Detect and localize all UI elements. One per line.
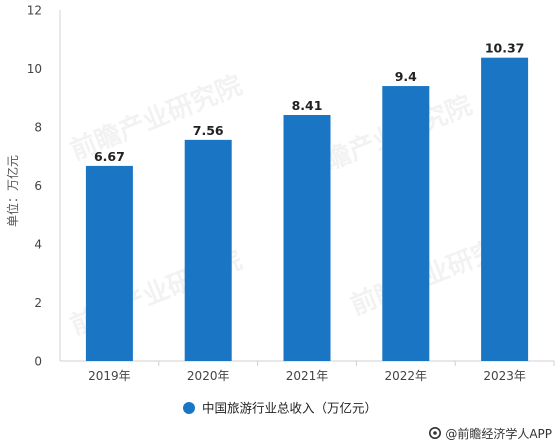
y-tick-label: 10	[27, 62, 42, 76]
bar-value-label: 9.4	[395, 69, 417, 84]
x-tick-label: 2020年	[187, 369, 230, 383]
y-tick-label: 0	[34, 355, 42, 369]
footer-text: @前瞻经济学人APP	[445, 426, 552, 441]
y-tick-label: 12	[27, 4, 42, 18]
bar-value-label: 10.37	[485, 41, 525, 56]
legend-label: 中国旅游行业总收入（万亿元）	[202, 401, 377, 416]
bar	[382, 86, 430, 362]
bar	[184, 139, 232, 361]
bars: 6.67 7.56 8.41 9.4 10.37	[85, 41, 529, 362]
legend: 中国旅游行业总收入（万亿元）	[183, 401, 377, 416]
y-tick-label: 4	[34, 238, 42, 252]
legend-marker	[183, 402, 195, 414]
bar-value-label: 6.67	[94, 149, 125, 164]
x-axis: 2019年 2020年 2021年 2022年 2023年	[88, 361, 555, 383]
x-tick-label: 2023年	[483, 369, 526, 383]
x-tick-label: 2019年	[88, 369, 131, 383]
x-tick-label: 2022年	[385, 369, 428, 383]
y-tick-label: 8	[34, 121, 42, 135]
qianzhan-logo-icon	[429, 427, 442, 439]
bar	[283, 115, 331, 361]
footer: @前瞻经济学人APP	[429, 425, 552, 441]
y-tick-label: 2	[34, 296, 42, 310]
bar-value-label: 8.41	[292, 98, 323, 113]
bar	[85, 165, 133, 361]
bar	[481, 57, 529, 362]
y-tick-label: 6	[34, 179, 42, 193]
y-axis: 0 2 4 6 8 10 12	[27, 4, 42, 369]
bar-value-label: 7.56	[193, 123, 224, 138]
x-tick-label: 2021年	[286, 369, 329, 383]
y-axis-label: 单位：万亿元	[5, 155, 20, 227]
